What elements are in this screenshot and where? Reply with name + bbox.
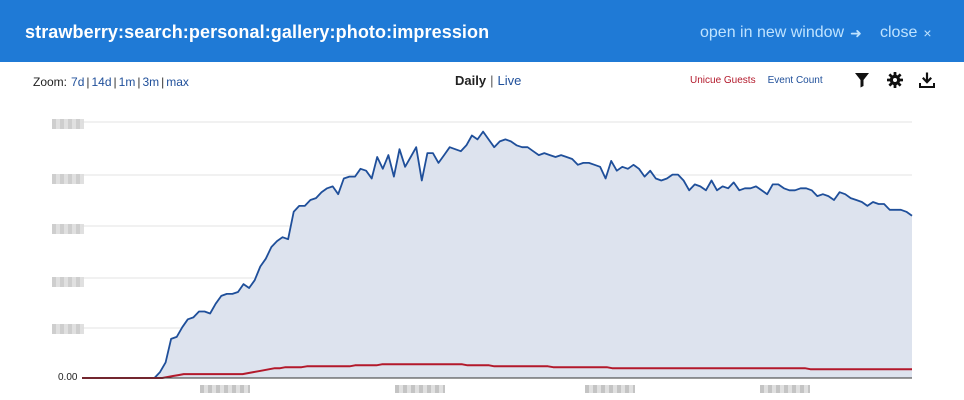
period-separator: | [490, 73, 494, 88]
y-tick-label-blurred [52, 277, 84, 287]
zoom-separator: | [137, 75, 141, 89]
period-daily[interactable]: Daily [455, 73, 487, 88]
metric-title: strawberry:search:personal:gallery:photo… [25, 22, 490, 42]
x-tick-label-blurred [200, 385, 250, 393]
x-tick-label-blurred [760, 385, 810, 393]
download-icon[interactable] [918, 71, 936, 89]
filter-icon[interactable] [853, 71, 871, 89]
y-tick-label-blurred [52, 224, 84, 234]
legend-unique-guests[interactable]: Unicue Guests [690, 75, 756, 86]
zoom-controls: Zoom: 7d | 14d | 1m | 3m | max [33, 75, 189, 89]
y-tick-label-blurred [52, 324, 84, 334]
arrow-right-icon: ➜ [850, 24, 862, 41]
close-label: close [880, 24, 918, 41]
series-line-1 [82, 363, 912, 379]
zoom-option-3m[interactable]: 3m [142, 75, 160, 89]
zoom-option-14d[interactable]: 14d [91, 75, 112, 89]
close-link[interactable]: close × [880, 24, 932, 42]
chart-canvas [82, 121, 913, 379]
period-switch: Daily | Live [455, 73, 521, 88]
zoom-option-max[interactable]: max [166, 75, 189, 89]
period-live[interactable]: Live [497, 73, 522, 88]
chart-legend: Unicue Guests Event Count [690, 75, 823, 86]
x-tick-label-blurred [585, 385, 635, 393]
zoom-option-1m[interactable]: 1m [118, 75, 136, 89]
open-new-window-link[interactable]: open in new window ➜ [700, 24, 862, 42]
gear-icon[interactable] [886, 71, 904, 89]
chart-toolbar: Zoom: 7d | 14d | 1m | 3m | max Daily | L… [0, 62, 964, 102]
zoom-separator: | [161, 75, 165, 89]
zoom-label: Zoom: [33, 75, 68, 89]
series-line-0 [82, 130, 913, 379]
legend-event-count[interactable]: Event Count [767, 75, 823, 86]
y-tick-zero: 0.00 [58, 372, 78, 383]
zoom-option-7d[interactable]: 7d [71, 75, 85, 89]
x-tick-label-blurred [395, 385, 445, 393]
panel-header: strawberry:search:personal:gallery:photo… [0, 0, 964, 62]
open-new-window-label: open in new window [700, 24, 845, 41]
series-area-0 [82, 131, 912, 378]
y-tick-label-blurred [52, 174, 84, 184]
y-tick-label-blurred [52, 119, 84, 129]
zoom-separator: | [86, 75, 90, 89]
line-chart: 0.00 [0, 102, 964, 400]
close-icon: × [923, 25, 932, 41]
zoom-separator: | [113, 75, 117, 89]
